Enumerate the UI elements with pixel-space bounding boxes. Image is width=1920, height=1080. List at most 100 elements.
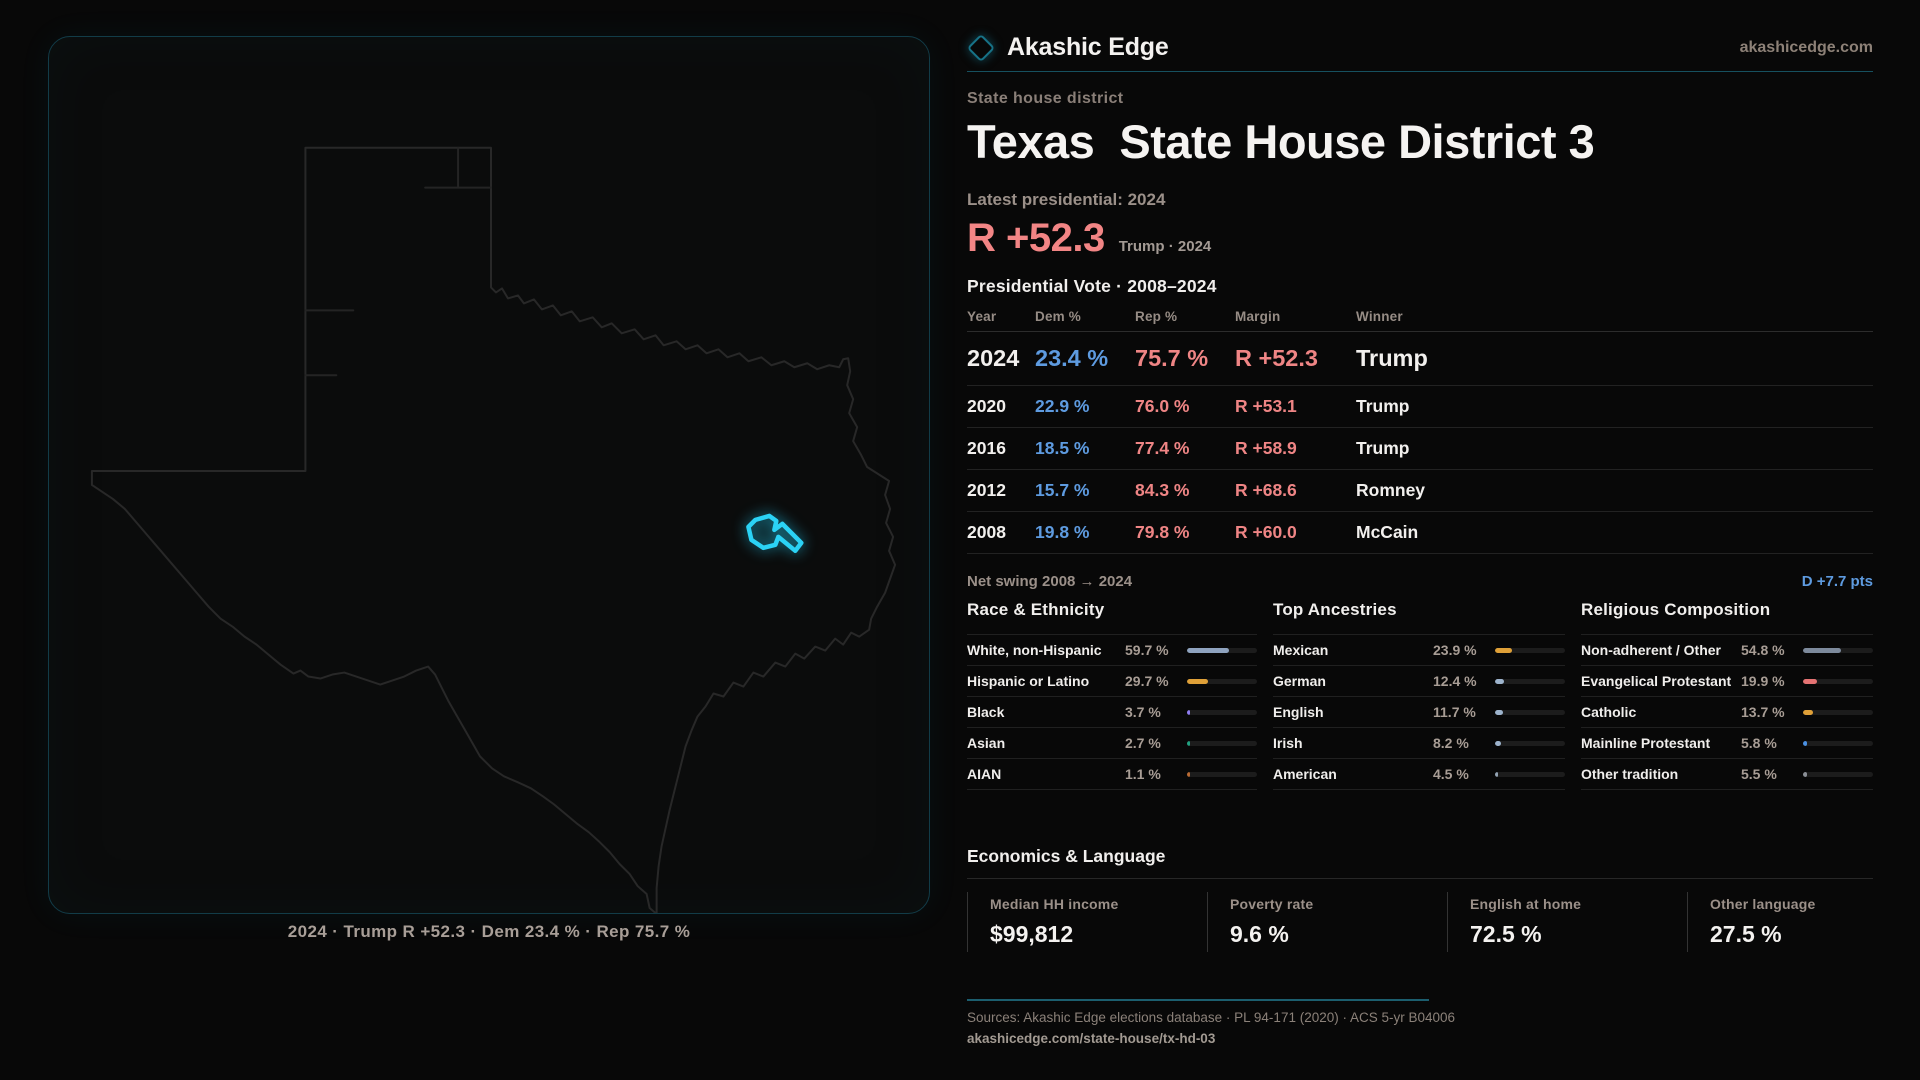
footer-divider (967, 999, 1429, 1001)
econ-stat-value: $99,812 (990, 921, 1074, 947)
demo-bar-fill (1495, 647, 1512, 653)
race-ethnicity-section: Race & Ethnicity White, non-Hispanic 59.7… (967, 600, 1257, 790)
religion-title: Religious Composition (1581, 600, 1771, 619)
demo-label: Evangelical Protestant (1581, 672, 1732, 689)
demo-value: 23.9 % (1433, 642, 1477, 658)
econ-stat: English at home 72.5 % (1447, 892, 1687, 952)
demo-bar-fill (1187, 771, 1190, 777)
demo-label: Mainline Protestant (1581, 734, 1711, 751)
cell-year: 2024 (967, 345, 1020, 371)
footer-permalink[interactable]: akashicedge.com/state-house/tx-hd-03 (967, 1031, 1216, 1046)
district-3-shape[interactable] (746, 513, 804, 554)
demo-bar-track (1803, 740, 1873, 746)
demo-label: Asian (967, 734, 1006, 751)
brand-domain-link[interactable]: akashicedge.com (1739, 38, 1873, 56)
ancestries-title: Top Ancestries (1273, 600, 1397, 619)
latest-presidential-label: Latest presidential: 2024 (967, 190, 1166, 209)
demo-bar-fill (1803, 647, 1842, 653)
race-ethnicity-list: White, non-Hispanic 59.7 % Hispanic or Lat… (967, 634, 1257, 790)
demo-bar-track (1187, 647, 1257, 653)
econ-stat-value: 72.5 % (1470, 921, 1542, 947)
race-ethnicity-title: Race & Ethnicity (967, 600, 1105, 619)
demo-value: 54.8 % (1741, 642, 1785, 658)
list-item: Irish 8.2 % (1273, 728, 1565, 759)
presidential-table-header: Year Dem % Rep % Margin Winner (967, 302, 1873, 332)
demo-bar-fill (1495, 709, 1504, 715)
headline-stat: R +52.3 Trump · 2024 (967, 216, 1211, 261)
demo-bar-fill (1803, 740, 1808, 746)
list-item: German 12.4 % (1273, 666, 1565, 697)
presidential-table: Year Dem % Rep % Margin Winner 2024 23.4 % 75.7… (967, 302, 1873, 554)
cell-dem: 15.7 % (1035, 480, 1090, 500)
demo-bar-track (1187, 678, 1257, 684)
demo-label: German (1273, 672, 1326, 689)
list-item: Evangelical Protestant 19.9 % (1581, 666, 1873, 697)
demo-bar-track (1187, 709, 1257, 715)
demo-label: Black (967, 703, 1005, 720)
demo-bar-track (1803, 678, 1873, 684)
demo-bar-track (1495, 709, 1565, 715)
demo-label: Other tradition (1581, 765, 1679, 782)
economics-grid: Median HH income $99,812 Poverty rate 9.6 %… (967, 892, 1920, 952)
demo-bar-fill (1187, 740, 1190, 746)
cell-year: 2012 (967, 480, 1006, 500)
religion-section: Religious Composition Non-adherent / Oth… (1581, 600, 1873, 790)
demo-bar-track (1803, 709, 1873, 715)
cell-dem: 19.8 % (1035, 522, 1090, 542)
ancestries-list: Mexican 23.9 % German 12.4 % English 11.7 % Ir… (1273, 634, 1565, 790)
demo-label: Mexican (1273, 641, 1329, 658)
econ-stat-value: 27.5 % (1710, 921, 1782, 947)
cell-winner: Trump (1356, 396, 1410, 416)
list-item: AIAN 1.1 % (967, 759, 1257, 790)
cell-margin: R +52.3 (1235, 345, 1318, 371)
cell-winner: Romney (1356, 480, 1426, 500)
econ-stat: Median HH income $99,812 (967, 892, 1207, 952)
demo-value: 13.7 % (1741, 704, 1785, 720)
net-swing-row: Net swing 2008 → 2024 D +7.7 pts (967, 566, 1873, 596)
econ-stat-label: Poverty rate (1230, 896, 1314, 912)
list-item: Catholic 13.7 % (1581, 697, 1873, 728)
cell-rep: 79.8 % (1135, 522, 1190, 542)
map-caption: 2024 · Trump R +52.3 · Dem 23.4 % · Rep … (287, 922, 691, 941)
list-item: Other tradition 5.5 % (1581, 759, 1873, 790)
cell-winner: Trump (1356, 438, 1410, 458)
demo-bar-track (1187, 771, 1257, 777)
column-header-dem: Dem % (1035, 309, 1082, 324)
demo-value: 5.8 % (1741, 735, 1777, 751)
headline-sub-label: Trump · 2024 (1118, 238, 1212, 255)
demo-value: 8.2 % (1433, 735, 1469, 751)
demo-label: American (1273, 765, 1337, 782)
list-item: Asian 2.7 % (967, 728, 1257, 759)
demo-bar-fill (1187, 709, 1190, 715)
ancestries-section: Top Ancestries Mexican 23.9 % German 12.4 %… (1273, 600, 1565, 790)
brand-header: Akashic Edge akashicedge.com (966, 24, 1873, 72)
list-item: English 11.7 % (1273, 697, 1565, 728)
county-boundary-lines (304, 146, 492, 377)
demo-value: 29.7 % (1125, 673, 1169, 689)
demo-bar-track (1803, 771, 1873, 777)
econ-stat: Other language 27.5 % (1687, 892, 1920, 952)
texas-outline (90, 146, 897, 913)
demo-label: Catholic (1581, 703, 1637, 720)
list-item: Hispanic or Latino 29.7 % (967, 666, 1257, 697)
cell-dem: 18.5 % (1035, 438, 1090, 458)
demo-label: English (1273, 703, 1324, 720)
cell-winner: McCain (1356, 522, 1419, 542)
presidential-table-title: Presidential Vote · 2008–2024 (967, 276, 1217, 296)
demo-value: 59.7 % (1125, 642, 1169, 658)
demo-bar-track (1803, 647, 1873, 653)
list-item: Mainline Protestant 5.8 % (1581, 728, 1873, 759)
cell-rep: 77.4 % (1135, 438, 1190, 458)
demo-label: Non-adherent / Other (1581, 641, 1722, 658)
cell-rep: 75.7 % (1135, 345, 1209, 371)
demo-bar-track (1495, 647, 1565, 653)
demo-bar-fill (1187, 678, 1208, 684)
column-header-rep: Rep % (1135, 309, 1178, 324)
econ-stat-value: 9.6 % (1230, 921, 1289, 947)
economics-title: Economics & Language (967, 846, 1166, 866)
demo-label: AIAN (967, 765, 1002, 782)
cell-rep: 84.3 % (1135, 480, 1190, 500)
demo-bar-track (1495, 771, 1565, 777)
demo-bar-track (1187, 740, 1257, 746)
